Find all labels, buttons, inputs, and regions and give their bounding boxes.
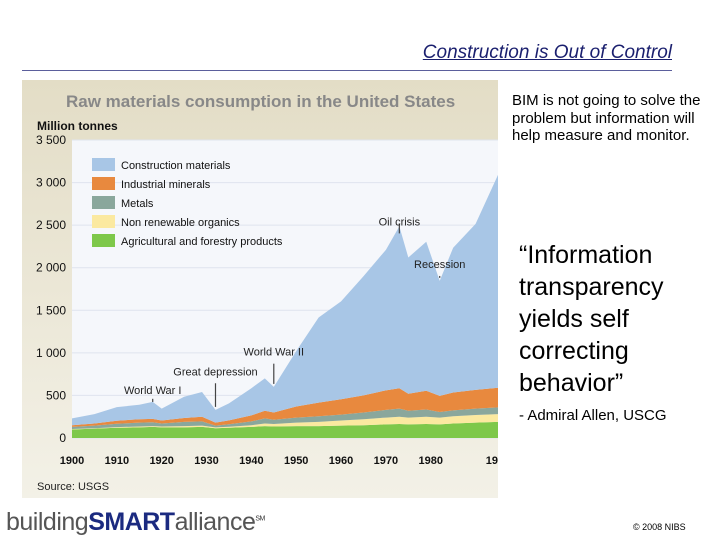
area-series-3 bbox=[72, 387, 498, 427]
quote-line: “Information bbox=[519, 241, 653, 269]
legend-swatch bbox=[92, 196, 115, 209]
legend-label: Construction materials bbox=[121, 160, 231, 172]
legend-label: Non renewable organics bbox=[121, 217, 240, 229]
area-series-4 bbox=[72, 174, 498, 426]
legend-swatch bbox=[92, 215, 115, 228]
x-tick-label: 1995 bbox=[486, 455, 498, 467]
legend-swatch bbox=[92, 158, 115, 171]
y-tick-label: 3 000 bbox=[36, 176, 66, 190]
y-tick-labels: 3 500 3 000 2 500 2 000 1 500 1 000 500 0 bbox=[36, 133, 66, 445]
y-tick-label: 1 000 bbox=[36, 346, 66, 360]
legend-label: Metals bbox=[121, 198, 154, 210]
y-tick-label: 1 500 bbox=[36, 303, 66, 317]
bim-statement: BIM is not going to solve the problem bu… bbox=[512, 92, 701, 144]
legend-label: Agricultural and forestry products bbox=[121, 236, 283, 248]
copyright: © 2008 NIBS bbox=[633, 522, 686, 532]
legend-label: Industrial minerals bbox=[121, 179, 211, 191]
legend: Construction materials Industrial mineral… bbox=[92, 158, 283, 248]
quote-line: yields self bbox=[519, 305, 629, 333]
x-tick-label: 1920 bbox=[149, 455, 173, 467]
x-tick-label: 1960 bbox=[329, 455, 353, 467]
quote: “Information transparency yields self co… bbox=[519, 239, 709, 399]
quote-line: transparency bbox=[519, 273, 664, 301]
logo-text-smart: SMART bbox=[88, 508, 175, 536]
quote-attribution: - Admiral Allen, USCG bbox=[519, 407, 667, 424]
logo-text-building: building bbox=[6, 508, 89, 536]
x-tick-label: 1980 bbox=[418, 455, 442, 467]
chart-panel: Raw materials consumption in the United … bbox=[22, 80, 498, 498]
legend-swatch bbox=[92, 234, 115, 247]
chart-source: Source: USGS bbox=[37, 481, 109, 493]
annotation-label: World War II bbox=[244, 347, 305, 359]
chart-title: Raw materials consumption in the United … bbox=[66, 92, 455, 111]
annotation-label: World War I bbox=[124, 385, 181, 397]
x-tick-label: 1970 bbox=[374, 455, 398, 467]
logo-service-mark: SM bbox=[255, 515, 265, 523]
y-tick-label: 500 bbox=[46, 388, 66, 402]
area-series-0 bbox=[72, 421, 498, 438]
series-areas bbox=[72, 174, 498, 438]
y-tick-label: 3 500 bbox=[36, 133, 66, 147]
y-tick-label: 2 500 bbox=[36, 218, 66, 232]
legend-swatch bbox=[92, 177, 115, 190]
logo-text-alliance: alliance bbox=[174, 508, 256, 536]
annotation-label: Great depression bbox=[173, 366, 257, 378]
x-tick-label: 1900 bbox=[60, 455, 84, 467]
x-tick-label: 1940 bbox=[239, 455, 263, 467]
x-tick-label: 1950 bbox=[284, 455, 308, 467]
annotation-label: Recession bbox=[414, 259, 465, 271]
y-tick-label: 2 000 bbox=[36, 261, 66, 275]
x-tick-label: 1910 bbox=[105, 455, 129, 467]
slide-title: Construction is Out of Control bbox=[422, 42, 672, 63]
area-series-1 bbox=[72, 414, 498, 430]
y-tick-label: 0 bbox=[59, 431, 66, 445]
buildingsmart-alliance-logo: buildingSMARTallianceSM bbox=[6, 508, 265, 537]
x-tick-labels: 1900 1910 1920 1930 1940 1950 1960 1970 1980 1995 bbox=[60, 455, 498, 467]
quote-line: correcting bbox=[519, 337, 629, 365]
x-tick-label: 1930 bbox=[194, 455, 218, 467]
annotation-label: Oil crisis bbox=[379, 216, 421, 228]
area-series-2 bbox=[72, 407, 498, 430]
y-axis-label: Million tonnes bbox=[37, 119, 118, 133]
annotations: World War I Great depression World War II O… bbox=[124, 216, 465, 407]
title-divider bbox=[22, 70, 672, 71]
quote-line: behavior” bbox=[519, 369, 624, 397]
